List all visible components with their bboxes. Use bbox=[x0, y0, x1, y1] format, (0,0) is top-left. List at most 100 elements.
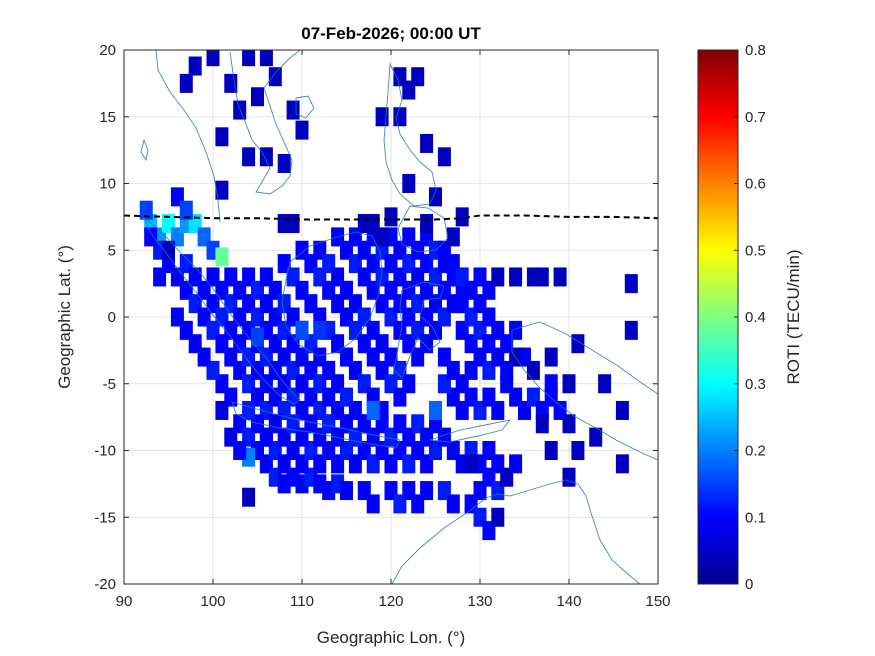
roti-cell bbox=[153, 267, 167, 287]
x-tick-label: 130 bbox=[467, 593, 492, 610]
y-tick-label: -15 bbox=[94, 509, 116, 526]
colorbar: 0 0.1 0.2 0.3 0.4 0.5 0.6 0.7 0.8 ROTI (TECU/min… bbox=[697, 42, 803, 593]
roti-cell bbox=[544, 374, 558, 394]
roti-cell bbox=[589, 427, 603, 447]
colorbar-ticks: 0 0.1 0.2 0.3 0.4 0.5 0.6 0.7 0.8 bbox=[734, 42, 766, 593]
roti-cell bbox=[464, 454, 478, 474]
x-tick-label: 150 bbox=[645, 593, 670, 610]
coastline-sulawesi bbox=[393, 281, 445, 379]
roti-cell bbox=[562, 414, 576, 434]
roti-cell bbox=[259, 147, 273, 167]
x-tick-label: 120 bbox=[378, 593, 403, 610]
roti-cell bbox=[215, 180, 229, 200]
roti-cell bbox=[366, 400, 380, 420]
roti-cell bbox=[162, 240, 175, 260]
roti-cell bbox=[268, 67, 282, 87]
roti-cell bbox=[215, 247, 229, 267]
roti-cell bbox=[455, 207, 469, 227]
x-axis-ticks: 90 100 110 120 130 140 150 bbox=[116, 50, 671, 610]
roti-cell bbox=[384, 207, 398, 227]
colorbar-tick-label: 0.4 bbox=[745, 309, 766, 326]
coastline-mainland-indochina bbox=[155, 50, 301, 223]
coastline-hainan bbox=[295, 95, 315, 119]
roti-cell bbox=[491, 507, 505, 527]
roti-cell bbox=[420, 214, 434, 234]
colorbar-tick-label: 0 bbox=[745, 576, 753, 593]
roti-cell bbox=[598, 374, 612, 394]
y-tick-label: 5 bbox=[108, 242, 116, 259]
x-axis-label: Geographic Lon. (°) bbox=[317, 628, 466, 647]
roti-cell bbox=[420, 481, 434, 501]
roti-cell bbox=[571, 441, 585, 460]
y-tick-label: 10 bbox=[99, 176, 116, 193]
roti-cell bbox=[215, 400, 229, 420]
x-tick-label: 140 bbox=[556, 593, 581, 610]
roti-cell bbox=[420, 133, 434, 153]
roti-cell bbox=[526, 360, 540, 380]
x-tick-label: 110 bbox=[290, 593, 314, 610]
roti-cell bbox=[144, 227, 158, 247]
roti-cell bbox=[277, 153, 291, 173]
y-tick-label: -20 bbox=[94, 576, 116, 593]
y-tick-label: 0 bbox=[108, 309, 116, 326]
roti-cell bbox=[544, 347, 558, 367]
colorbar-tick-label: 0.8 bbox=[745, 42, 766, 59]
coastline-mindanao bbox=[397, 205, 449, 253]
y-axis-ticks: 20 15 10 5 0 -5 -10 -15 -20 bbox=[94, 42, 658, 593]
colorbar-tick-label: 0.2 bbox=[745, 443, 766, 460]
roti-cell bbox=[535, 267, 549, 287]
roti-cell bbox=[242, 400, 256, 420]
roti-cell bbox=[482, 307, 496, 327]
roti-cell bbox=[509, 267, 523, 287]
y-tick-label: 15 bbox=[99, 109, 116, 126]
roti-cell bbox=[491, 400, 505, 420]
chart-title: 07-Feb-2026; 00:00 UT bbox=[301, 24, 481, 43]
roti-cell bbox=[295, 320, 309, 340]
roti-cell bbox=[437, 347, 451, 367]
y-tick-label: 20 bbox=[99, 42, 116, 59]
roti-cell bbox=[286, 214, 300, 234]
roti-cell bbox=[233, 441, 247, 460]
roti-cell bbox=[188, 56, 202, 76]
roti-cell bbox=[179, 320, 193, 340]
roti-cell bbox=[259, 427, 273, 447]
coastline-luzon bbox=[383, 62, 437, 207]
roti-cell bbox=[179, 73, 193, 93]
roti-cell bbox=[242, 487, 256, 507]
coastline-outlines bbox=[140, 50, 658, 584]
coastline-australia bbox=[391, 479, 641, 584]
coastline-sumatra bbox=[142, 216, 301, 405]
coastline-java bbox=[231, 401, 401, 449]
colorbar-tick-label: 0.1 bbox=[745, 509, 766, 526]
roti-cell bbox=[242, 50, 256, 67]
roti-cell bbox=[215, 127, 229, 147]
roti-cell bbox=[562, 467, 576, 487]
roti-cell bbox=[402, 174, 416, 193]
roti-cell bbox=[437, 147, 451, 167]
coastline-timor bbox=[429, 419, 512, 443]
roti-cell bbox=[535, 414, 549, 434]
y-tick-label: -10 bbox=[94, 443, 116, 460]
roti-cell bbox=[429, 187, 442, 207]
roti-cell bbox=[313, 320, 327, 340]
x-tick-label: 90 bbox=[116, 593, 133, 610]
roti-cell bbox=[509, 320, 523, 340]
x-tick-label: 100 bbox=[200, 593, 225, 610]
colorbar-gradient bbox=[697, 49, 739, 585]
roti-cell bbox=[206, 50, 220, 67]
roti-cell bbox=[446, 227, 460, 247]
roti-cell bbox=[491, 267, 505, 287]
coastline-sri-lanka bbox=[140, 138, 149, 162]
colorbar-label: ROTI (TECU/min) bbox=[784, 249, 803, 384]
colorbar-tick-label: 0.6 bbox=[745, 176, 766, 193]
roti-cell bbox=[393, 107, 407, 127]
roti-cell bbox=[259, 50, 273, 67]
roti-cell bbox=[295, 120, 309, 140]
roti-cell bbox=[251, 327, 264, 347]
roti-cell bbox=[562, 374, 576, 394]
roti-cell bbox=[553, 267, 567, 287]
coastline-new-guinea bbox=[511, 321, 658, 461]
colorbar-tick-label: 0.3 bbox=[745, 376, 766, 393]
roti-cell bbox=[242, 147, 256, 167]
roti-cell bbox=[615, 454, 629, 474]
